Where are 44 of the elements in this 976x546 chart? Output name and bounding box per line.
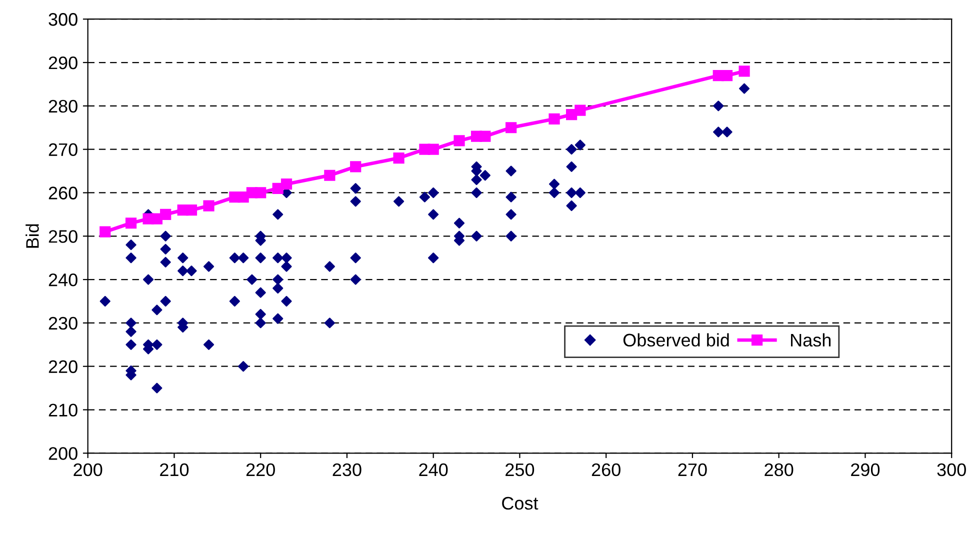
- x-tick-label: 290: [851, 463, 880, 476]
- x-tick-label: 270: [678, 463, 707, 476]
- x-tick-label: 280: [764, 463, 794, 476]
- point: [428, 144, 439, 155]
- y-tick-label: 220: [48, 360, 78, 374]
- y-tick-label: 280: [48, 100, 78, 113]
- point: [324, 170, 336, 181]
- point: [125, 218, 137, 229]
- x-tick-label: 240: [419, 463, 448, 476]
- point: [454, 135, 465, 146]
- point: [393, 152, 404, 164]
- y-axis-title: Bid: [26, 224, 39, 248]
- x-tick-label: 200: [74, 463, 102, 476]
- y-tick-label: 270: [48, 143, 78, 156]
- y-tick-label: 210: [48, 404, 78, 416]
- point: [480, 130, 491, 142]
- x-tick-label: 220: [246, 463, 275, 476]
- x-tick-label: 210: [160, 463, 189, 476]
- point: [100, 226, 111, 238]
- point: [738, 66, 750, 77]
- y-tick-label: 290: [48, 56, 78, 70]
- y-tick-label: 240: [48, 273, 78, 286]
- x-tick-label: 230: [332, 463, 362, 476]
- point: [506, 122, 517, 134]
- x-tick-label: 250: [506, 463, 534, 476]
- point: [350, 161, 362, 172]
- point: [255, 187, 266, 198]
- x-tick-label: 260: [592, 463, 620, 476]
- y-tick-label: 300: [48, 13, 78, 26]
- y-tick-label: 260: [48, 186, 78, 200]
- y-tick-label: 250: [48, 230, 78, 243]
- y-tick-label: 230: [48, 316, 78, 330]
- legend-label: Nash: [791, 333, 831, 347]
- point: [160, 208, 172, 220]
- point: [574, 104, 586, 116]
- x-tick-label: 300: [937, 463, 966, 476]
- y-tick-label: 200: [48, 447, 78, 460]
- point: [548, 113, 560, 124]
- point: [203, 200, 214, 212]
- point: [721, 70, 733, 82]
- point: [280, 178, 292, 190]
- x-axis-title: Cost: [502, 496, 538, 510]
- legend-label: Observed bid: [623, 333, 729, 347]
- point: [186, 204, 198, 216]
